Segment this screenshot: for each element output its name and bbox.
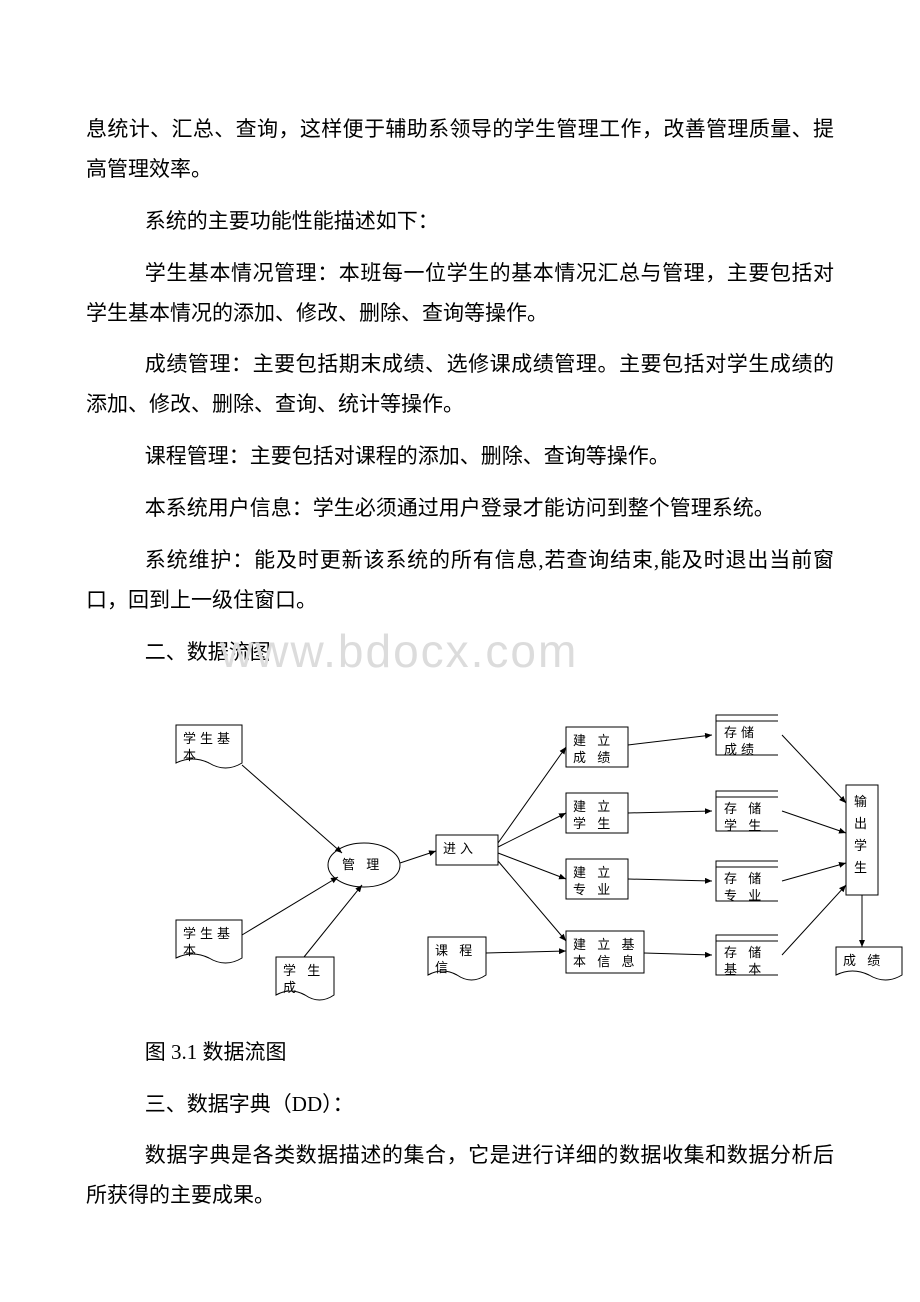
node-label-s3: 存 储专 业 — [724, 870, 765, 905]
node-label-ext1: 学生基本 — [183, 730, 234, 765]
node-label-ext3: 学 生成 — [283, 962, 324, 997]
node-label-b3: 建 立专 业 — [573, 864, 614, 899]
node-label-b4: 建 立 基本 信 息 — [573, 936, 639, 971]
paragraph-4: 成绩管理：主要包括期末成绩、选修课成绩管理。主要包括对学生成绩的添加、修改、删除… — [86, 345, 834, 425]
node-label-out: 输出学生 — [854, 791, 876, 879]
paragraph-2: 系统的主要功能性能描述如下： — [86, 202, 834, 242]
heading-dataflow: 二、数据流图 — [86, 633, 834, 673]
paragraph-7: 系统维护：能及时更新该系统的所有信息,若查询结束,能及时退出当前窗口，回到上一级… — [86, 541, 834, 621]
heading-dd: 三、数据字典（DD）： — [86, 1085, 834, 1125]
node-label-ext2: 学生基本 — [183, 925, 234, 960]
paragraph-3: 学生基本情况管理：本班每一位学生的基本情况汇总与管理，主要包括对学生基本情况的添… — [86, 254, 834, 334]
paragraph-5: 课程管理：主要包括对课程的添加、删除、查询等操作。 — [86, 437, 834, 477]
node-label-b2: 建 立学 生 — [573, 798, 614, 833]
node-label-grade: 成 绩 — [843, 952, 884, 970]
node-label-b1: 建 立成 绩 — [573, 732, 614, 767]
data-flow-diagram: 学生基本学生基本学 生成课 程信管 理进入建 立成 绩建 立学 生建 立专 业建… — [146, 685, 906, 1005]
node-label-ext4: 课 程信 — [435, 942, 476, 977]
node-label-s1: 存储成绩 — [724, 724, 758, 759]
figure-caption: 图 3.1 数据流图 — [86, 1033, 834, 1073]
node-label-s4: 存 储基 本 — [724, 944, 765, 979]
paragraph-1: 息统计、汇总、查询，这样便于辅助系领导的学生管理工作，改善管理质量、提高管理效率… — [86, 110, 834, 190]
node-label-mgr: 管 理 — [342, 856, 383, 874]
paragraph-6: 本系统用户信息：学生必须通过用户登录才能访问到整个管理系统。 — [86, 489, 834, 529]
node-label-s2: 存 储学 生 — [724, 800, 765, 835]
node-label-enter: 进入 — [443, 840, 477, 858]
paragraph-8: 数据字典是各类数据描述的集合，它是进行详细的数据收集和数据分析后所获得的主要成果… — [86, 1136, 834, 1216]
data-flow-svg — [146, 685, 906, 1005]
